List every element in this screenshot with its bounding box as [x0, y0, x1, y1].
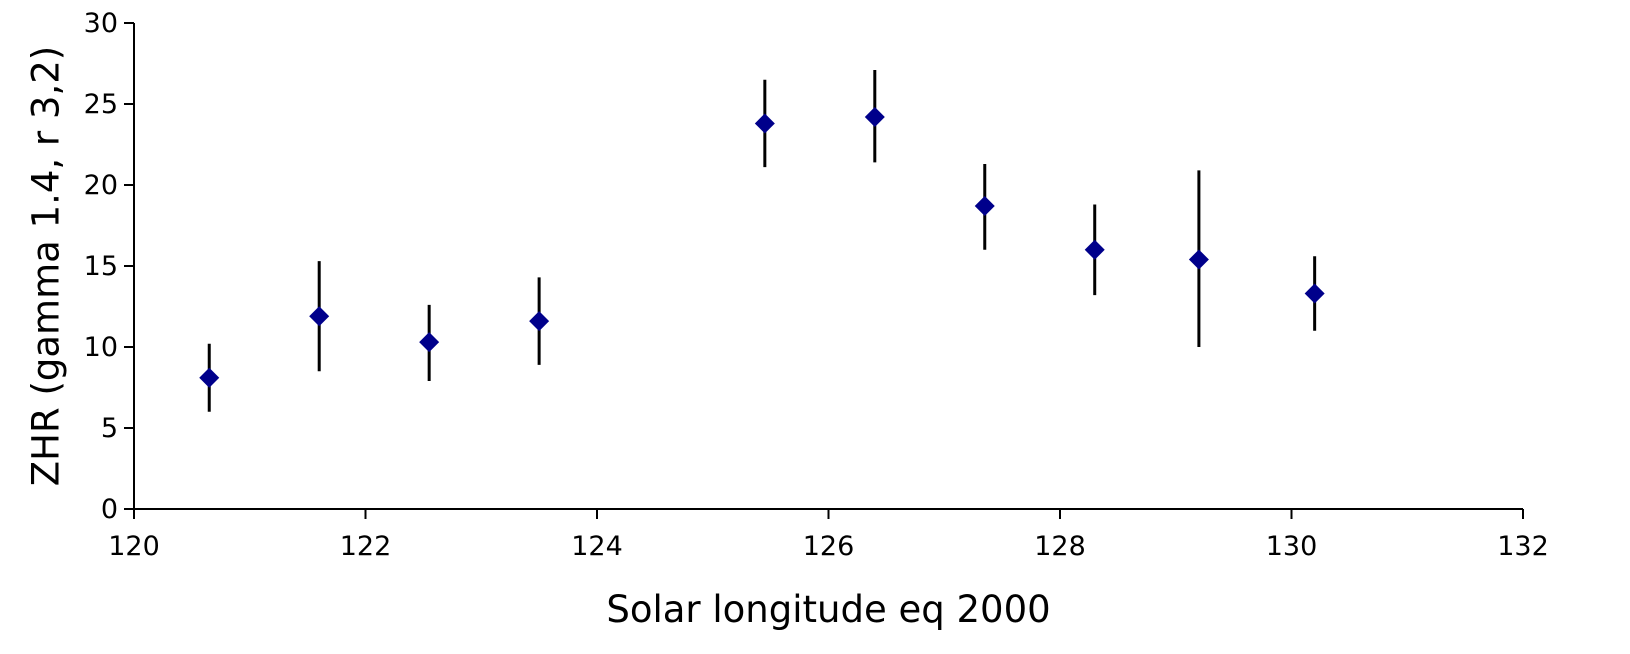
x-tick-label: 128 [1034, 531, 1086, 562]
data-point-marker [1188, 249, 1209, 270]
y-tick-label: 30 [84, 8, 118, 39]
x-tick-label: 126 [803, 531, 855, 562]
data-point-marker [1084, 239, 1105, 260]
data-point-marker [419, 332, 440, 353]
data-point-marker [309, 306, 330, 327]
y-tick-label: 10 [84, 332, 118, 363]
data-point-marker [199, 367, 220, 388]
x-tick-label: 120 [108, 531, 160, 562]
data-point-marker [974, 196, 995, 217]
x-tick-label: 122 [340, 531, 392, 562]
data-point-marker [864, 106, 885, 127]
y-tick-label: 25 [84, 89, 118, 120]
y-tick-label: 0 [101, 494, 118, 525]
y-tick-label: 15 [84, 251, 118, 282]
data-point-marker [1304, 283, 1325, 304]
data-points [199, 106, 1325, 388]
y-axis-title: ZHR (gamma 1.4, r 3,2) [25, 46, 68, 486]
x-tick-label: 130 [1266, 531, 1318, 562]
ticks: 0 5 10 15 20 25 30 120 122 124 126 128 130 132 [84, 8, 1549, 562]
x-tick-label: 124 [571, 531, 623, 562]
x-axis-title: Solar longitude eq 2000 [606, 588, 1050, 631]
x-tick-label: 132 [1497, 531, 1549, 562]
data-point-marker [754, 113, 775, 134]
y-tick-label: 20 [84, 170, 118, 201]
y-tick-label: 5 [101, 413, 118, 444]
data-point-marker [529, 311, 550, 332]
